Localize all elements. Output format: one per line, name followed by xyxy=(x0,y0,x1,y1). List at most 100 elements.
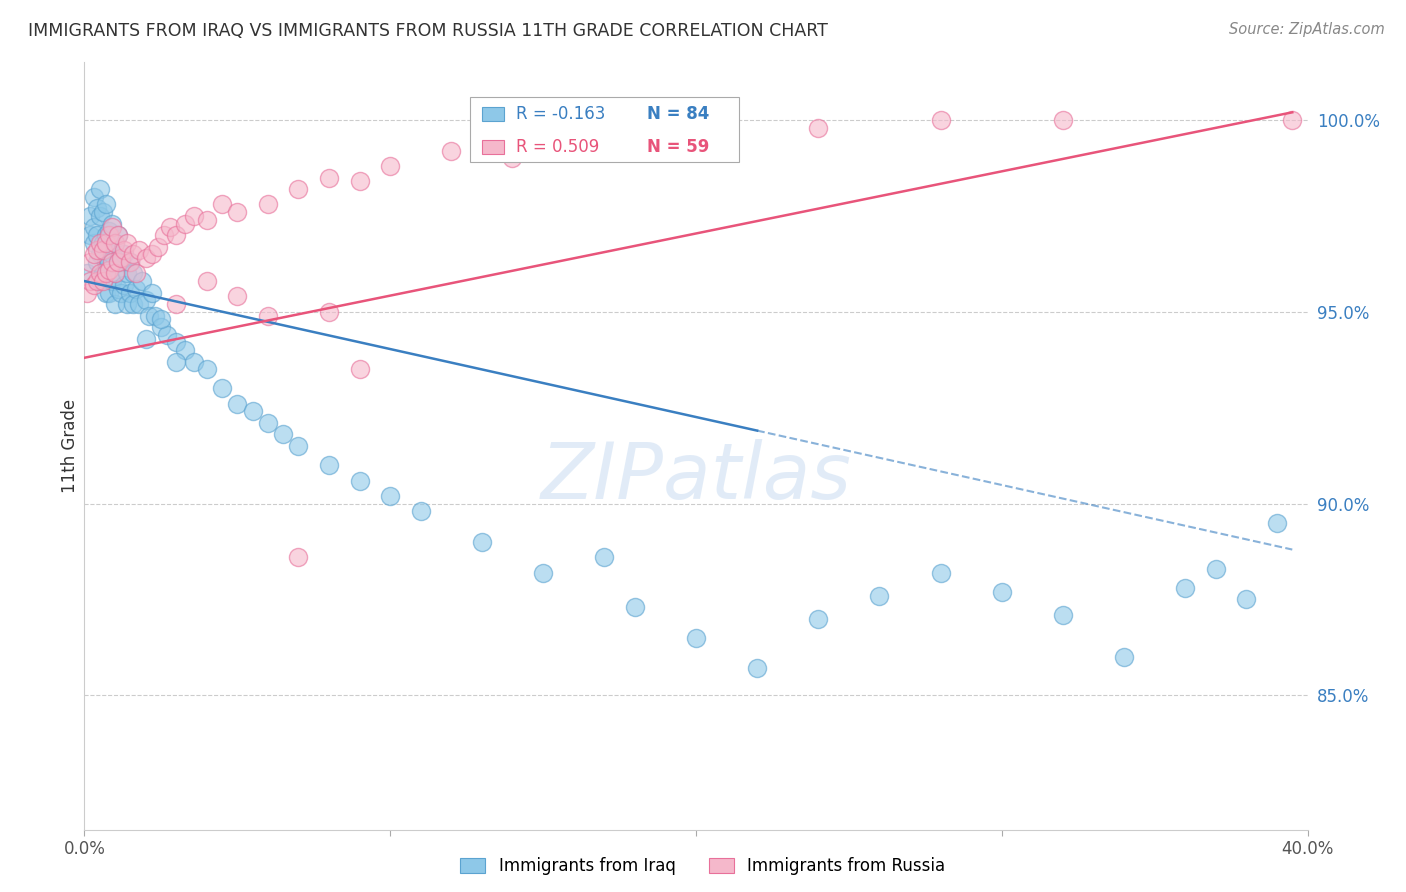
Text: R = -0.163: R = -0.163 xyxy=(516,105,606,123)
Point xyxy=(226,205,249,219)
Point xyxy=(107,255,129,269)
Point xyxy=(159,220,181,235)
Point xyxy=(287,439,309,453)
Point xyxy=(104,235,127,250)
Point xyxy=(79,209,101,223)
Point xyxy=(318,458,340,472)
Point xyxy=(141,285,163,300)
Point xyxy=(807,611,830,625)
Point xyxy=(562,132,585,146)
Point xyxy=(94,197,117,211)
Point xyxy=(91,274,114,288)
FancyBboxPatch shape xyxy=(482,107,503,120)
Point xyxy=(149,320,172,334)
Point xyxy=(101,247,124,261)
Point xyxy=(122,297,145,311)
Point xyxy=(86,227,108,242)
Point xyxy=(125,282,148,296)
Point xyxy=(101,217,124,231)
Point xyxy=(128,297,150,311)
Point xyxy=(195,362,218,376)
Point xyxy=(257,197,280,211)
Point xyxy=(183,354,205,368)
Point xyxy=(101,220,124,235)
Point xyxy=(120,285,142,300)
Point xyxy=(349,362,371,376)
Point xyxy=(929,566,952,580)
Point xyxy=(94,235,117,250)
Point xyxy=(89,235,111,250)
Point xyxy=(1114,649,1136,664)
Text: R = 0.509: R = 0.509 xyxy=(516,138,599,156)
Point xyxy=(380,489,402,503)
Point xyxy=(174,343,197,357)
Point xyxy=(869,589,891,603)
Point xyxy=(318,304,340,318)
Point xyxy=(1174,581,1197,595)
Point xyxy=(107,255,129,269)
Point xyxy=(89,266,111,280)
Point xyxy=(89,209,111,223)
Point xyxy=(86,255,108,269)
Point xyxy=(94,266,117,280)
Point xyxy=(349,474,371,488)
Point xyxy=(287,550,309,565)
Point xyxy=(104,297,127,311)
Point xyxy=(83,247,105,261)
Point xyxy=(89,182,111,196)
Point xyxy=(1052,112,1074,127)
FancyBboxPatch shape xyxy=(470,97,738,162)
Point xyxy=(91,205,114,219)
Point xyxy=(83,189,105,203)
Point xyxy=(76,285,98,300)
Point xyxy=(94,227,117,242)
Point xyxy=(226,397,249,411)
Point xyxy=(141,247,163,261)
Point xyxy=(86,244,108,258)
Point xyxy=(120,255,142,269)
Point xyxy=(165,335,187,350)
Point xyxy=(149,312,172,326)
Point xyxy=(131,274,153,288)
FancyBboxPatch shape xyxy=(482,140,503,153)
Point xyxy=(97,255,120,269)
Point xyxy=(531,566,554,580)
Point xyxy=(107,227,129,242)
Point xyxy=(79,274,101,288)
Point xyxy=(104,235,127,250)
Point xyxy=(112,244,135,258)
Point xyxy=(183,209,205,223)
Point xyxy=(83,277,105,292)
Point xyxy=(86,274,108,288)
Text: N = 59: N = 59 xyxy=(647,138,710,156)
Point xyxy=(380,159,402,173)
Point xyxy=(76,266,98,280)
Text: N = 84: N = 84 xyxy=(647,105,710,123)
Point xyxy=(97,262,120,277)
Point xyxy=(138,309,160,323)
Point xyxy=(94,255,117,269)
Point xyxy=(107,227,129,242)
Point xyxy=(83,220,105,235)
Point xyxy=(409,504,432,518)
Point xyxy=(174,217,197,231)
Point xyxy=(128,244,150,258)
Point xyxy=(89,247,111,261)
Point xyxy=(97,285,120,300)
Point xyxy=(79,227,101,242)
Point xyxy=(83,235,105,250)
Point xyxy=(110,255,132,269)
Y-axis label: 11th Grade: 11th Grade xyxy=(60,399,79,493)
Point xyxy=(929,112,952,127)
Point xyxy=(195,274,218,288)
Point xyxy=(110,285,132,300)
Point xyxy=(1265,516,1288,530)
Point xyxy=(242,404,264,418)
Point xyxy=(146,239,169,253)
Point xyxy=(502,151,524,165)
Point xyxy=(112,277,135,292)
Text: IMMIGRANTS FROM IRAQ VS IMMIGRANTS FROM RUSSIA 11TH GRADE CORRELATION CHART: IMMIGRANTS FROM IRAQ VS IMMIGRANTS FROM … xyxy=(28,22,828,40)
Point xyxy=(271,427,294,442)
Point xyxy=(257,416,280,430)
Point xyxy=(86,201,108,215)
